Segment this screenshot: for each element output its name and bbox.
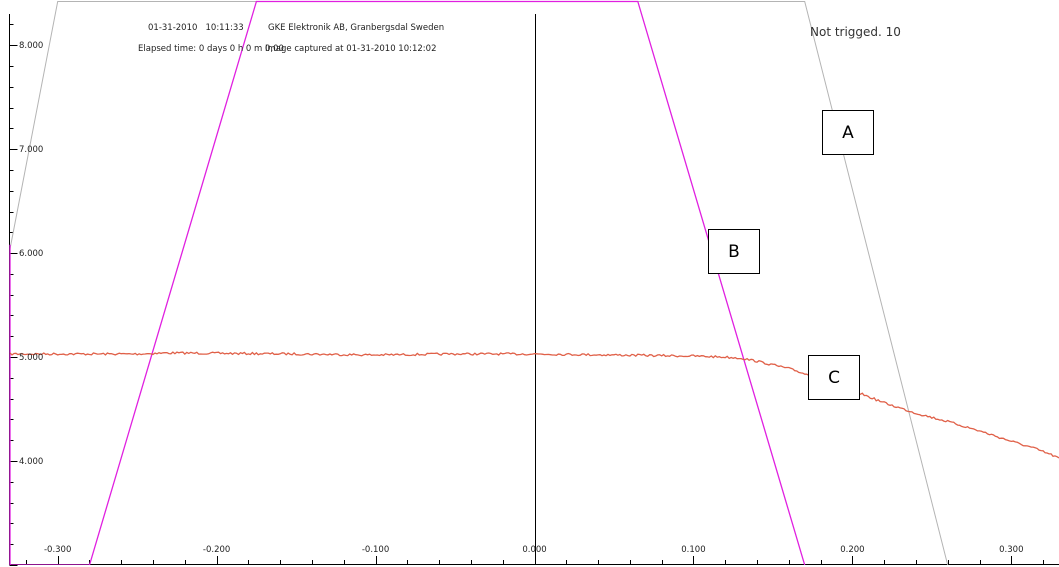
company-text: GKE Elektronik AB, Granbergsdal Sweden bbox=[268, 23, 445, 33]
x-tick-label: 0.300 bbox=[999, 545, 1023, 555]
timestamp-text: 01-31-2010 10:11:33 bbox=[148, 23, 244, 33]
captured-text: Image captured at 01-31-2010 10:12:02 bbox=[265, 44, 437, 54]
x-tick-label: 0.100 bbox=[681, 545, 705, 555]
callout-b: B bbox=[708, 229, 760, 274]
elapsed-time-text: Elapsed time: 0 days 0 h 0 m 0,00 bbox=[138, 44, 284, 54]
y-tick-label: 7.000 bbox=[19, 145, 43, 155]
trigger-status-text: Not trigged. 10 bbox=[810, 25, 901, 39]
series-c-line bbox=[9, 351, 1059, 459]
x-tick-label: -0.300 bbox=[44, 545, 71, 555]
callout-c: C bbox=[808, 355, 860, 400]
y-tick-label: 4.000 bbox=[19, 457, 43, 467]
x-tick-label: -0.100 bbox=[362, 545, 389, 555]
y-tick-label: 6.000 bbox=[19, 249, 43, 259]
x-tick-label: -0.200 bbox=[203, 545, 230, 555]
y-tick-label: 5.000 bbox=[19, 353, 43, 363]
series-a-line bbox=[9, 0, 949, 565]
x-tick-label: 0.000 bbox=[522, 545, 546, 555]
x-tick-label: 0.200 bbox=[840, 545, 864, 555]
y-tick-label: 8.000 bbox=[19, 41, 43, 51]
series-b-line bbox=[9, 0, 806, 565]
callout-a: A bbox=[822, 110, 874, 155]
